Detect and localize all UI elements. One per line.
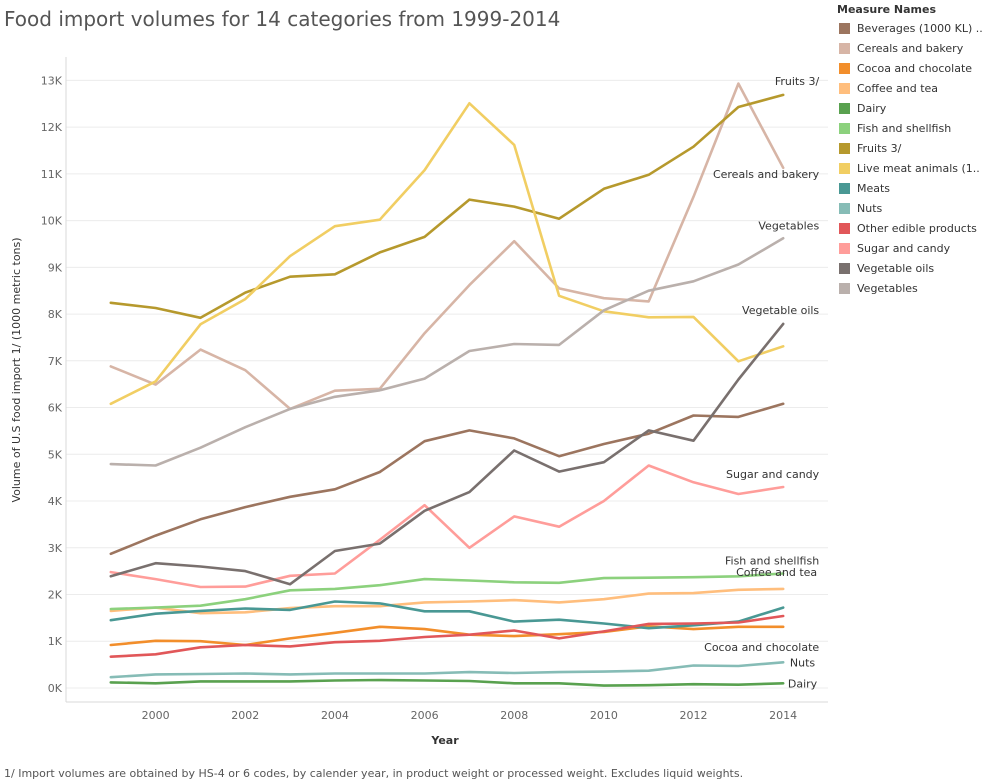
legend-item[interactable]: Other edible products — [839, 220, 977, 236]
legend-swatch — [839, 22, 850, 34]
legend-item[interactable]: Fish and shellfish — [839, 120, 951, 136]
legend-swatch — [839, 62, 850, 74]
legend-swatch — [839, 202, 850, 214]
legend-item[interactable]: Beverages (1000 KL) .. — [839, 20, 983, 36]
legend-item[interactable]: Cereals and bakery — [839, 40, 963, 56]
x-tick-label: 2010 — [590, 709, 618, 722]
legend-item[interactable]: Sugar and candy — [839, 240, 950, 256]
series-line-beverages-1000-kl[interactable] — [109, 402, 785, 556]
x-tick-label: 2014 — [769, 709, 797, 722]
legend-swatch — [839, 162, 850, 174]
legend-label: Other edible products — [857, 221, 977, 235]
legend-swatch — [839, 102, 850, 114]
y-tick-label: 13K — [41, 74, 63, 87]
legend-swatch — [839, 282, 850, 294]
x-tick-label: 2012 — [680, 709, 708, 722]
line-label: Cocoa and chocolate — [704, 641, 819, 654]
x-tick-label: 2002 — [231, 709, 259, 722]
legend-item[interactable]: Fruits 3/ — [839, 140, 901, 156]
legend-swatch — [839, 42, 850, 54]
line-label: Coffee and tea — [736, 566, 817, 579]
footnote: 1/ Import volumes are obtained by HS-4 o… — [4, 767, 744, 780]
legend-label: Dairy — [857, 101, 887, 115]
series-line-fruits-3[interactable] — [109, 93, 785, 320]
gridlines — [66, 79, 828, 689]
series-line-dairy[interactable] — [109, 678, 785, 687]
series-line-fish-and-shellfish[interactable] — [109, 572, 785, 611]
legend-swatch — [839, 182, 850, 194]
y-tick-label: 6K — [48, 402, 63, 415]
legend-swatch — [839, 242, 850, 254]
line-label: Vegetable oils — [742, 304, 819, 317]
chart-title: Food import volumes for 14 categories fr… — [4, 7, 561, 31]
x-tick-label: 2000 — [142, 709, 170, 722]
y-tick-label: 0K — [48, 682, 63, 695]
series-line-coffee-and-tea[interactable] — [109, 587, 785, 615]
legend-label: Fish and shellfish — [857, 121, 952, 135]
legend-item[interactable]: Meats — [839, 180, 890, 196]
legend-label: Coffee and tea — [857, 81, 939, 95]
series-line-meats[interactable] — [109, 600, 785, 630]
x-tick-label: 2008 — [500, 709, 528, 722]
legend-label: Vegetables — [857, 281, 918, 295]
legend-title: Measure Names — [837, 3, 937, 16]
line-label: Cereals and bakery — [713, 168, 820, 181]
legend-item[interactable]: Nuts — [839, 200, 882, 216]
legend-label: Sugar and candy — [857, 241, 951, 255]
line-labels: Fruits 3/Cereals and bakery Vegetables Veg… — [704, 75, 820, 690]
legend-item[interactable]: Coffee and tea — [839, 80, 938, 96]
series-line-other-edible-products[interactable] — [109, 614, 785, 659]
y-tick-label: 7K — [48, 355, 63, 368]
legend-item[interactable]: Vegetable oils — [839, 260, 934, 276]
legend-item[interactable]: Cocoa and chocolate — [839, 60, 972, 76]
y-tick-label: 8K — [48, 308, 63, 321]
line-label: Nuts — [790, 656, 816, 669]
x-tick-label: 2004 — [321, 709, 349, 722]
x-axis-label: Year — [430, 734, 459, 747]
legend-swatch — [839, 262, 850, 274]
legend-label: Live meat animals (1.. — [857, 161, 980, 175]
legend-item[interactable]: Live meat animals (1.. — [839, 160, 980, 176]
y-tick-label: 1K — [48, 635, 63, 648]
legend-swatch — [839, 122, 850, 134]
line-label: Dairy — [788, 677, 818, 690]
y-tick-label: 2K — [48, 589, 63, 602]
legend-swatch — [839, 82, 850, 94]
y-tick-label: 12K — [41, 121, 63, 134]
y-tick-label: 3K — [48, 542, 63, 555]
series-line-vegetables[interactable] — [109, 237, 785, 467]
series-lines — [109, 82, 785, 687]
series-line-nuts[interactable] — [109, 660, 785, 679]
line-label: Fish and shellfish — [725, 554, 819, 567]
legend-label: Fruits 3/ — [857, 141, 902, 155]
y-tick-label: 5K — [48, 448, 63, 461]
series-line-sugar-and-candy[interactable] — [109, 464, 785, 589]
legend-item[interactable]: Dairy — [839, 100, 886, 116]
y-tick-label: 11K — [41, 168, 63, 181]
legend-label: Meats — [857, 181, 891, 195]
legend-label: Cocoa and chocolate — [857, 61, 973, 75]
legend-label: Nuts — [857, 201, 883, 215]
y-axis-label: Volume of U.S food import 1/ (1000 metri… — [10, 237, 23, 502]
line-label: Fruits 3/ — [775, 75, 820, 88]
series-line-vegetable-oils[interactable] — [109, 322, 785, 586]
axes: 0K 1K 2K 3K 4K 5K 6K 7K 8K 9K 10K 11K 12K 13K 2000 2002… — [41, 57, 828, 722]
x-tick-label: 2006 — [411, 709, 439, 722]
series-line-cereals-and-bakery[interactable] — [109, 82, 785, 411]
legend-label: Vegetable oils — [857, 261, 935, 275]
series-line-live-meat-animals-1[interactable] — [109, 102, 785, 406]
line-label: Sugar and candy — [726, 468, 820, 481]
legend-label: Beverages (1000 KL) .. — [857, 21, 983, 35]
legend-item[interactable]: Vegetables — [839, 280, 918, 296]
legend-swatch — [839, 142, 850, 154]
y-tick-label: 4K — [48, 495, 63, 508]
legend-label: Cereals and bakery — [857, 41, 964, 55]
line-label: Vegetables — [758, 219, 819, 232]
legend-swatch — [839, 222, 850, 234]
y-tick-label: 10K — [41, 215, 63, 228]
y-tick-label: 9K — [48, 261, 63, 274]
